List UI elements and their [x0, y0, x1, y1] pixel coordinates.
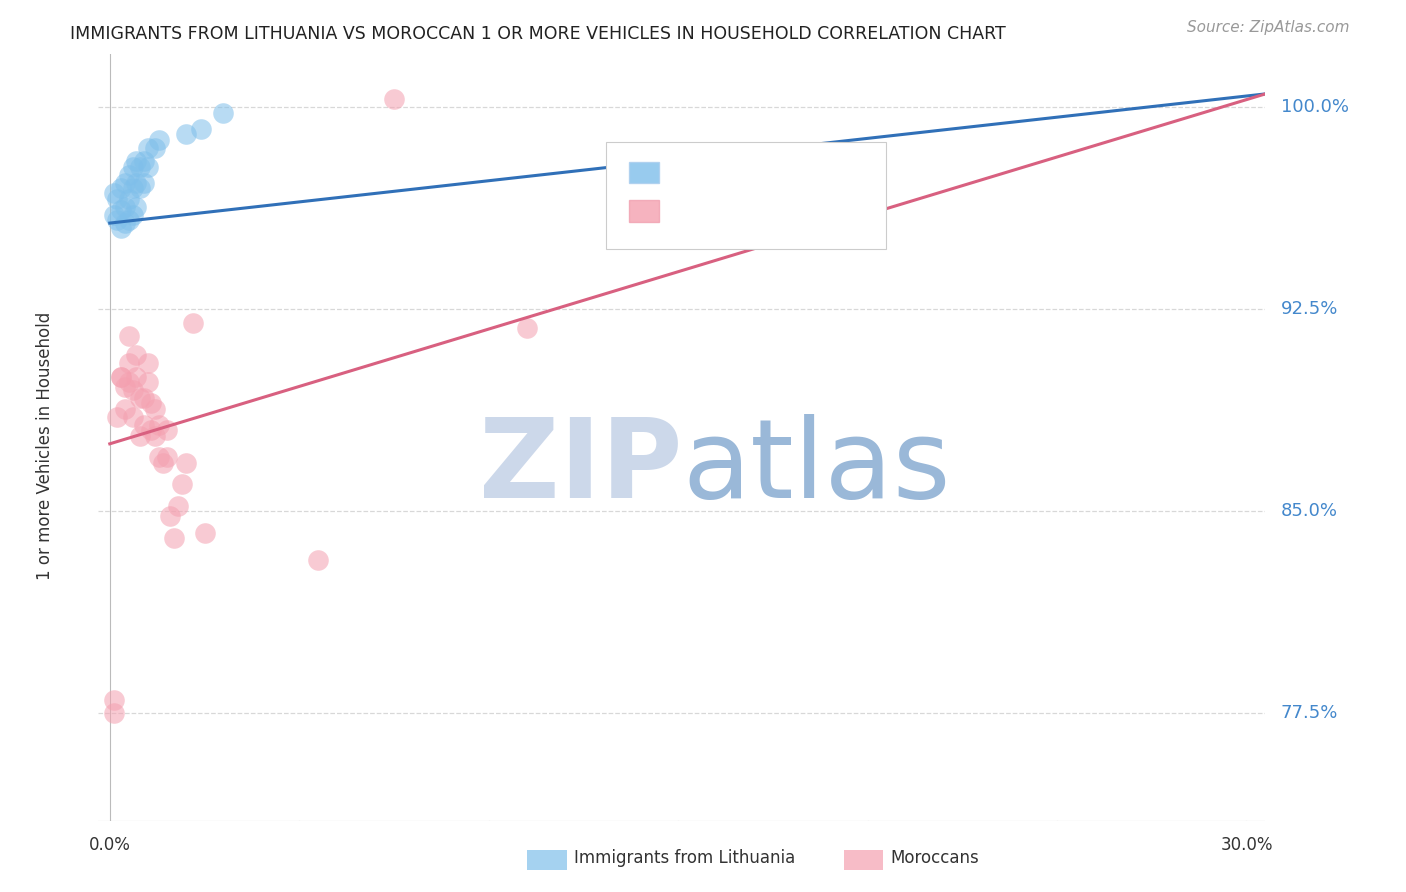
- Point: [114, 380, 136, 394]
- Point: [114, 200, 136, 214]
- Point: [148, 450, 170, 465]
- Point: [121, 409, 143, 424]
- Point: [136, 356, 159, 370]
- Point: [103, 706, 125, 720]
- Point: [190, 121, 212, 136]
- Point: [125, 200, 148, 214]
- Text: 77.5%: 77.5%: [1281, 704, 1339, 722]
- FancyBboxPatch shape: [606, 142, 886, 249]
- Text: IMMIGRANTS FROM LITHUANIA VS MOROCCAN 1 OR MORE VEHICLES IN HOUSEHOLD CORRELATIO: IMMIGRANTS FROM LITHUANIA VS MOROCCAN 1 …: [70, 25, 1007, 43]
- Text: 1 or more Vehicles in Household: 1 or more Vehicles in Household: [37, 312, 53, 580]
- Point: [103, 208, 125, 222]
- Text: 92.5%: 92.5%: [1281, 301, 1339, 318]
- Text: atlas: atlas: [682, 414, 950, 521]
- Text: N = 39: N = 39: [799, 202, 868, 220]
- Point: [132, 154, 155, 169]
- Point: [148, 417, 170, 432]
- Point: [516, 321, 538, 335]
- Point: [132, 417, 155, 432]
- Point: [159, 509, 181, 524]
- Point: [118, 329, 141, 343]
- Point: [143, 141, 166, 155]
- Point: [110, 181, 132, 195]
- Point: [118, 356, 141, 370]
- Point: [118, 168, 141, 182]
- Point: [181, 316, 204, 330]
- Point: [125, 154, 148, 169]
- Point: [170, 477, 193, 491]
- Point: [193, 525, 215, 540]
- Point: [129, 160, 152, 174]
- FancyBboxPatch shape: [630, 200, 658, 221]
- Point: [114, 216, 136, 230]
- Point: [105, 213, 128, 227]
- Point: [212, 105, 235, 120]
- Point: [141, 396, 163, 410]
- Point: [110, 369, 132, 384]
- Text: ZIP: ZIP: [478, 414, 682, 521]
- Point: [132, 176, 155, 190]
- Point: [132, 391, 155, 405]
- Point: [103, 692, 125, 706]
- Point: [125, 369, 148, 384]
- Text: R = 0.528: R = 0.528: [671, 163, 769, 182]
- Point: [136, 141, 159, 155]
- Point: [174, 456, 197, 470]
- Point: [125, 348, 148, 362]
- Text: 30.0%: 30.0%: [1220, 836, 1272, 854]
- FancyBboxPatch shape: [630, 161, 658, 183]
- Point: [129, 391, 152, 405]
- Point: [125, 176, 148, 190]
- Point: [114, 176, 136, 190]
- Point: [143, 401, 166, 416]
- Point: [105, 409, 128, 424]
- Point: [143, 428, 166, 442]
- Text: 0.0%: 0.0%: [89, 836, 131, 854]
- Point: [121, 160, 143, 174]
- Point: [121, 181, 143, 195]
- Point: [129, 428, 152, 442]
- Point: [105, 192, 128, 206]
- Text: Immigrants from Lithuania: Immigrants from Lithuania: [574, 849, 794, 867]
- Point: [114, 401, 136, 416]
- Point: [110, 202, 132, 217]
- Point: [382, 92, 405, 106]
- Point: [121, 208, 143, 222]
- Text: 100.0%: 100.0%: [1281, 98, 1348, 116]
- Text: Moroccans: Moroccans: [890, 849, 979, 867]
- Point: [307, 552, 329, 566]
- Point: [152, 456, 174, 470]
- Point: [118, 213, 141, 227]
- Text: N = 30: N = 30: [799, 163, 866, 182]
- Point: [148, 133, 170, 147]
- Point: [110, 221, 132, 235]
- Point: [163, 531, 186, 545]
- Point: [118, 375, 141, 389]
- Point: [121, 383, 143, 397]
- Point: [110, 369, 132, 384]
- Point: [136, 160, 159, 174]
- Text: 85.0%: 85.0%: [1281, 502, 1337, 520]
- Point: [129, 181, 152, 195]
- Point: [156, 450, 179, 465]
- Point: [136, 375, 159, 389]
- Text: Source: ZipAtlas.com: Source: ZipAtlas.com: [1187, 20, 1350, 35]
- Text: R = 0.429: R = 0.429: [671, 202, 768, 220]
- Point: [167, 499, 190, 513]
- Point: [141, 423, 163, 437]
- Point: [174, 128, 197, 142]
- Point: [118, 192, 141, 206]
- Point: [156, 423, 179, 437]
- Point: [103, 186, 125, 201]
